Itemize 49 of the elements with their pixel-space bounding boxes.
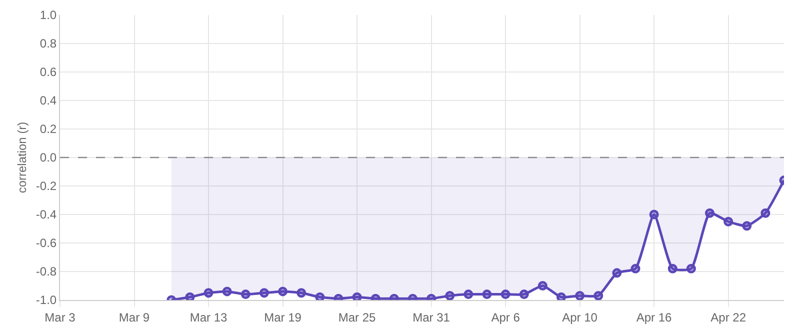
- x-tick-label: Apr 10: [562, 310, 598, 324]
- point: [724, 216, 734, 226]
- x-tick-label: Mar 13: [190, 310, 228, 324]
- y-tick-label: 0.4: [40, 94, 57, 108]
- y-axis-title: correlation (r): [15, 122, 29, 194]
- y-tick-label: 0.2: [40, 122, 57, 136]
- point: [222, 286, 232, 296]
- point: [649, 210, 659, 220]
- point: [296, 288, 306, 298]
- point: [686, 264, 696, 274]
- x-tick-label: Mar 3: [44, 310, 76, 324]
- x-tick-label: Mar 19: [264, 310, 302, 324]
- x-tick-label: Apr 16: [636, 310, 672, 324]
- point: [185, 292, 195, 300]
- point: [594, 290, 604, 300]
- point: [204, 288, 214, 298]
- point: [315, 292, 325, 300]
- y-tick-label: -0.2: [36, 179, 57, 194]
- x-tick-label: Apr 22: [710, 310, 746, 324]
- y-tick-label: -1.0: [36, 293, 57, 308]
- y-tick-label: 0.0: [40, 150, 57, 165]
- point: [630, 264, 640, 274]
- point: [519, 290, 529, 300]
- point: [445, 290, 455, 300]
- y-tick-label: 0.8: [40, 36, 57, 51]
- y-tick-label: -0.6: [36, 236, 57, 250]
- x-tick-label: Mar 31: [412, 310, 450, 324]
- point: [612, 268, 622, 278]
- point: [668, 264, 678, 274]
- point: [742, 221, 752, 231]
- y-tick-label: 0.6: [40, 65, 57, 80]
- y-tick-label: -0.4: [36, 208, 57, 222]
- point: [278, 286, 288, 296]
- x-tick-label: Apr 6: [491, 310, 520, 324]
- point: [575, 290, 585, 300]
- point: [352, 292, 362, 300]
- point: [464, 290, 474, 300]
- point: [556, 292, 566, 300]
- y-tick-label: -0.8: [36, 264, 57, 279]
- y-tick-label: 1.0: [40, 8, 57, 22]
- point: [240, 290, 250, 300]
- point: [259, 288, 269, 298]
- point: [538, 281, 548, 290]
- x-tick-label: Mar 25: [338, 310, 376, 324]
- point: [482, 290, 492, 300]
- point: [704, 208, 714, 218]
- point: [500, 290, 510, 300]
- x-tick-label: Mar 9: [118, 310, 150, 324]
- point: [760, 208, 770, 218]
